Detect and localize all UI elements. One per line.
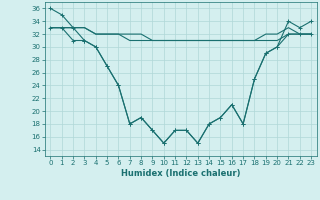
X-axis label: Humidex (Indice chaleur): Humidex (Indice chaleur) [121,169,241,178]
